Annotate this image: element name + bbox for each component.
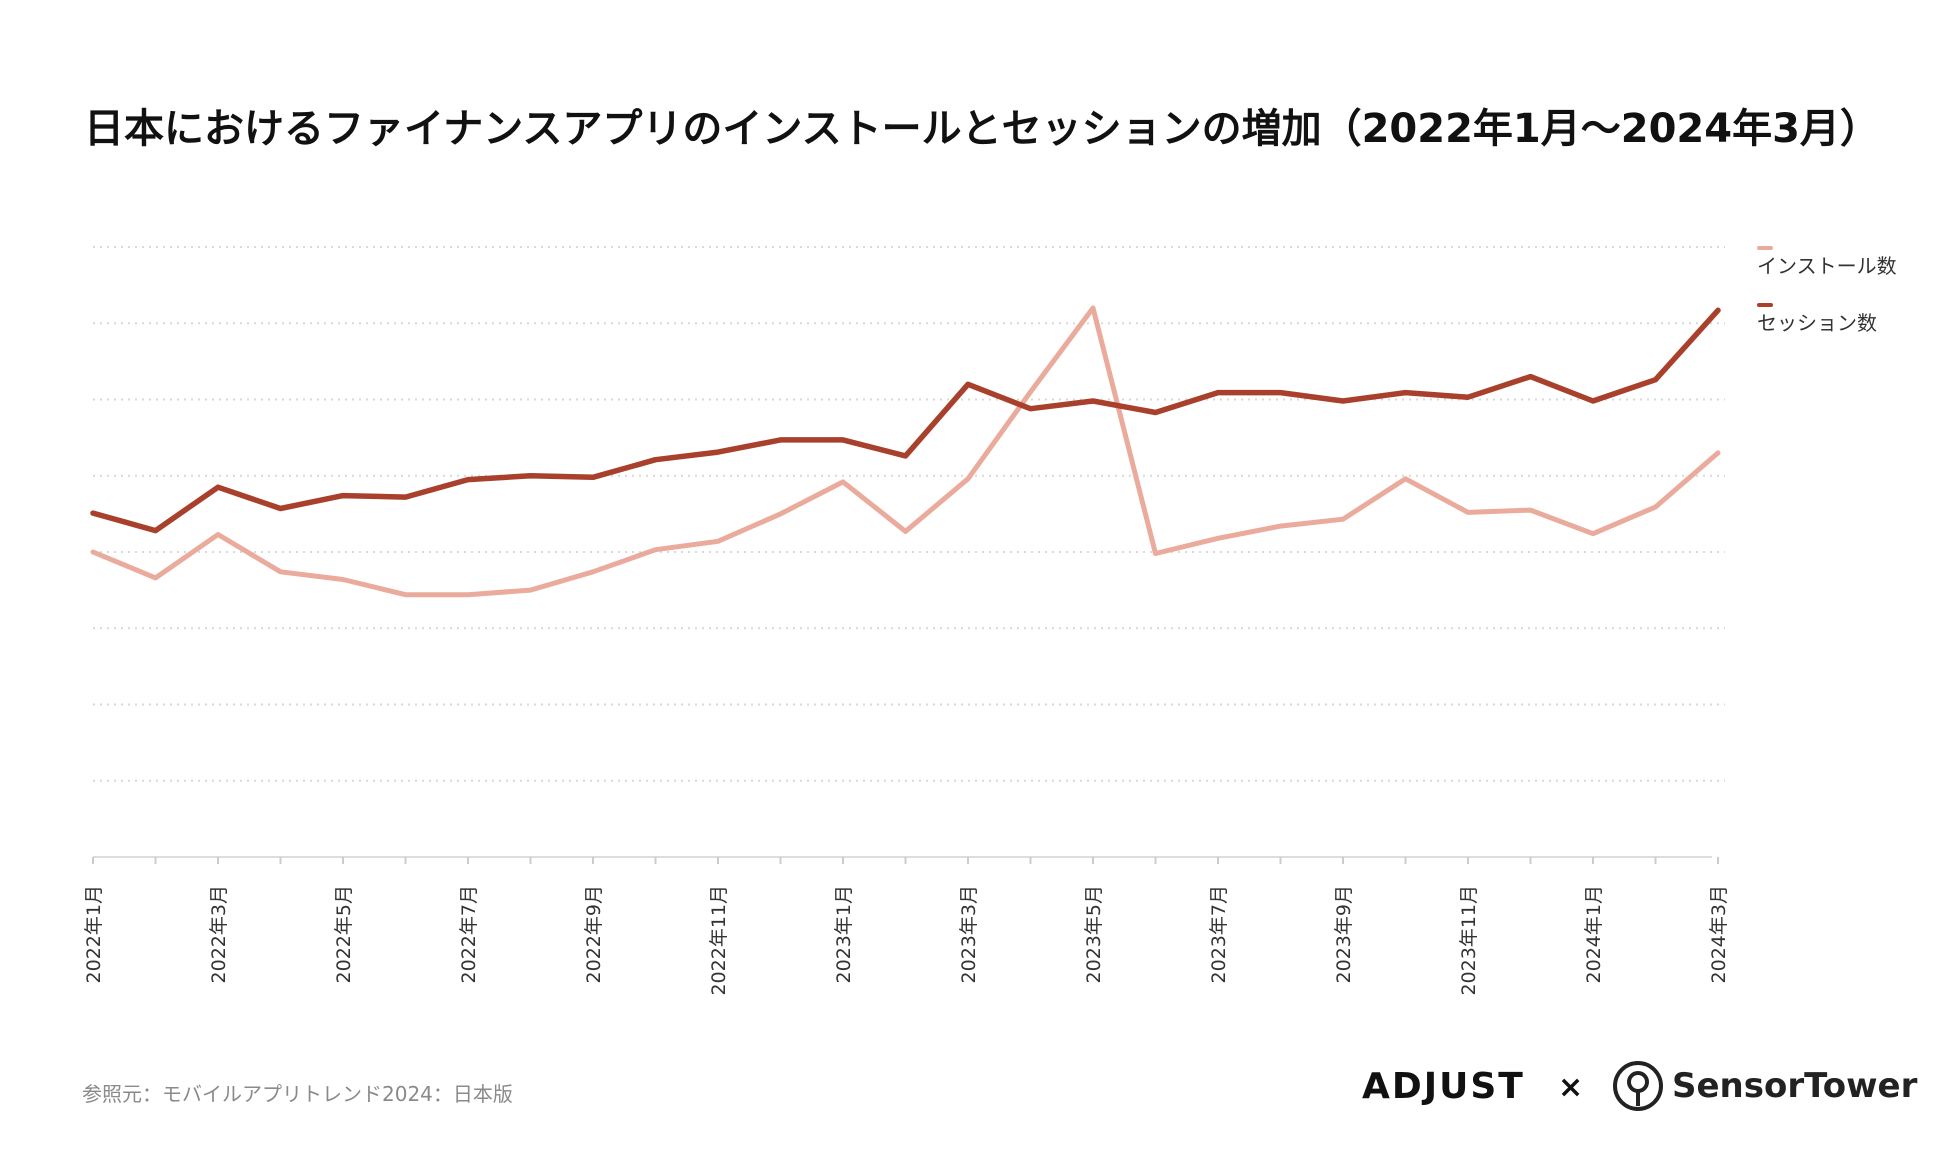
x-tick-label: 2024年3月 — [1708, 885, 1730, 983]
x-tick-label: 2023年3月 — [958, 885, 980, 983]
legend-item-installs: インストール数 — [1757, 246, 1897, 279]
brand-separator: × — [1558, 1070, 1584, 1105]
legend-item-sessions: セッション数 — [1757, 303, 1877, 336]
sensor-tower-name: SensorTower — [1672, 1066, 1918, 1106]
grid-lines — [93, 246, 1725, 782]
x-tick-labels: 2022年1月 2022年3月 2022年5月 2022年7月 2022年9月 2022年… — [83, 885, 1730, 996]
x-tick-label: 2024年1月 — [1583, 885, 1605, 983]
x-tick-label: 2022年9月 — [583, 885, 605, 983]
source-note: 参照元：モバイルアプリトレンド2024：日本版 — [82, 1082, 513, 1106]
x-axis — [92, 856, 1719, 864]
chart-title: 日本におけるファイナンスアプリのインストールとセッションの増加（2022年1月〜… — [84, 106, 1880, 152]
x-tick-label: 2022年5月 — [333, 885, 355, 983]
legend-swatch-installs — [1757, 246, 1773, 250]
x-tick-label: 2023年9月 — [1333, 885, 1355, 983]
x-tick-label: 2022年11月 — [708, 885, 730, 996]
legend-label-installs: インストール数 — [1757, 254, 1897, 278]
sensor-tower-icon — [1613, 1061, 1663, 1111]
adjust-logo: ADJUST — [1362, 1066, 1525, 1107]
legend-swatch-sessions — [1757, 303, 1773, 307]
x-tick-label: 2023年5月 — [1083, 885, 1105, 983]
x-tick-label: 2022年1月 — [83, 885, 105, 983]
series-lines — [90, 305, 1721, 598]
x-tick-label: 2023年7月 — [1208, 885, 1230, 983]
series-line-installs — [90, 305, 1721, 598]
x-tick-label: 2022年7月 — [458, 885, 480, 983]
sensor-tower-logo: SensorTower — [1612, 1058, 1917, 1114]
series-line-sessions — [90, 307, 1721, 534]
x-tick-label: 2023年1月 — [833, 885, 855, 983]
x-tick-label: 2022年3月 — [208, 885, 230, 983]
legend-label-sessions: セッション数 — [1757, 311, 1877, 335]
x-tick-label: 2023年11月 — [1458, 885, 1480, 996]
